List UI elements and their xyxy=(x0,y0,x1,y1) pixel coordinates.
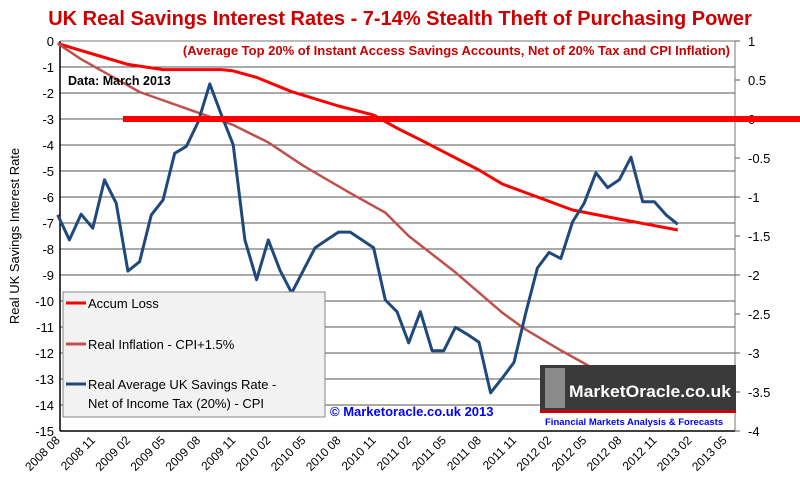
x-tick: 2011 11 xyxy=(480,433,520,473)
logo-stripe xyxy=(540,410,736,413)
x-tick: 2009 05 xyxy=(128,433,169,474)
y-tick-right: 1 xyxy=(748,34,755,49)
legend-label-real-inflation: Real Inflation - CPI+1.5% xyxy=(88,337,235,352)
y-tick-left: -12 xyxy=(35,346,54,361)
y-tick-left: -9 xyxy=(42,268,54,283)
logo-box xyxy=(540,365,736,413)
logo-figure-icon xyxy=(545,368,565,408)
y-tick-right: 0.5 xyxy=(748,73,766,88)
legend-label-savings-rate-1: Real Average UK Savings Rate - xyxy=(88,377,276,392)
data-date-annotation: Data: March 2013 xyxy=(68,74,171,88)
y-tick-right: -2 xyxy=(748,268,760,283)
x-tick: 2012 11 xyxy=(620,433,660,473)
y-tick-left: -5 xyxy=(42,164,54,179)
logo-name: MarketOracle.co.uk xyxy=(569,382,732,401)
x-tick: 2009 11 xyxy=(198,433,238,473)
y-tick-left: -8 xyxy=(42,242,54,257)
x-tick: 2011 02 xyxy=(374,433,414,473)
y-tick-left: -14 xyxy=(35,398,54,413)
y-tick-left: -10 xyxy=(35,294,54,309)
x-tick: 2010 08 xyxy=(303,433,344,474)
y-tick-right: -3.5 xyxy=(748,385,770,400)
x-tick: 2011 05 xyxy=(409,433,449,473)
x-tick: 2011 08 xyxy=(444,433,484,473)
y-tick-left: -3 xyxy=(42,112,54,127)
y-tick-left: -15 xyxy=(35,424,54,439)
y-tick-left: -1 xyxy=(42,60,54,75)
legend-label-savings-rate-2: Net of Income Tax (20%) - CPI xyxy=(88,396,264,411)
y-tick-left: -4 xyxy=(42,138,54,153)
y-tick-right: -2.5 xyxy=(748,307,770,322)
x-tick: 2010 05 xyxy=(268,433,309,474)
series-line-accum-loss xyxy=(57,42,679,232)
y-tick-left: -2 xyxy=(42,86,54,101)
y-tick-left: -11 xyxy=(36,320,54,335)
y-tick-left: 0 xyxy=(47,34,54,49)
y-tick-left: -6 xyxy=(42,190,54,205)
copyright: © Marketoracle.co.uk 2013 xyxy=(330,404,494,419)
x-tick: 2012 05 xyxy=(549,433,590,474)
x-tick: 2009 02 xyxy=(92,433,133,474)
legend-box xyxy=(62,291,326,418)
x-tick: 2008 08 xyxy=(22,433,63,474)
x-tick: 2010 11 xyxy=(339,433,379,473)
y-tick-right: -1.5 xyxy=(748,229,770,244)
x-tick: 2012 08 xyxy=(584,433,625,474)
y-tick-right: -0.5 xyxy=(748,151,770,166)
chart-title: UK Real Savings Interest Rates - 7-14% S… xyxy=(48,8,752,30)
x-tick: 2010 02 xyxy=(233,433,274,474)
x-tick: 2008 11 xyxy=(58,433,98,473)
y-tick-left: -7 xyxy=(42,216,54,231)
logo-tagline: Financial Markets Analysis & Forecasts xyxy=(545,417,723,428)
x-tick: 2013 05 xyxy=(689,433,730,474)
y-axis-label: Real UK Savings Interest Rate xyxy=(7,148,22,324)
series-line-real-inflation xyxy=(57,42,597,371)
y-tick-right: -1 xyxy=(748,190,760,205)
x-tick: 2009 08 xyxy=(163,433,204,474)
legend: Accum Loss Real Inflation - CPI+1.5% Rea… xyxy=(62,291,326,418)
legend-label-accum-loss: Accum Loss xyxy=(88,296,159,311)
x-tick: 2012 02 xyxy=(514,433,555,474)
x-tick: 2013 02 xyxy=(654,433,695,474)
y-tick-left: -13 xyxy=(35,372,54,387)
y-tick-right: -3 xyxy=(748,346,760,361)
y-tick-right: -4 xyxy=(748,424,760,439)
series-line-savings-rate xyxy=(56,82,679,395)
chart-subtitle: (Average Top 20% of Instant Access Savin… xyxy=(183,43,730,58)
